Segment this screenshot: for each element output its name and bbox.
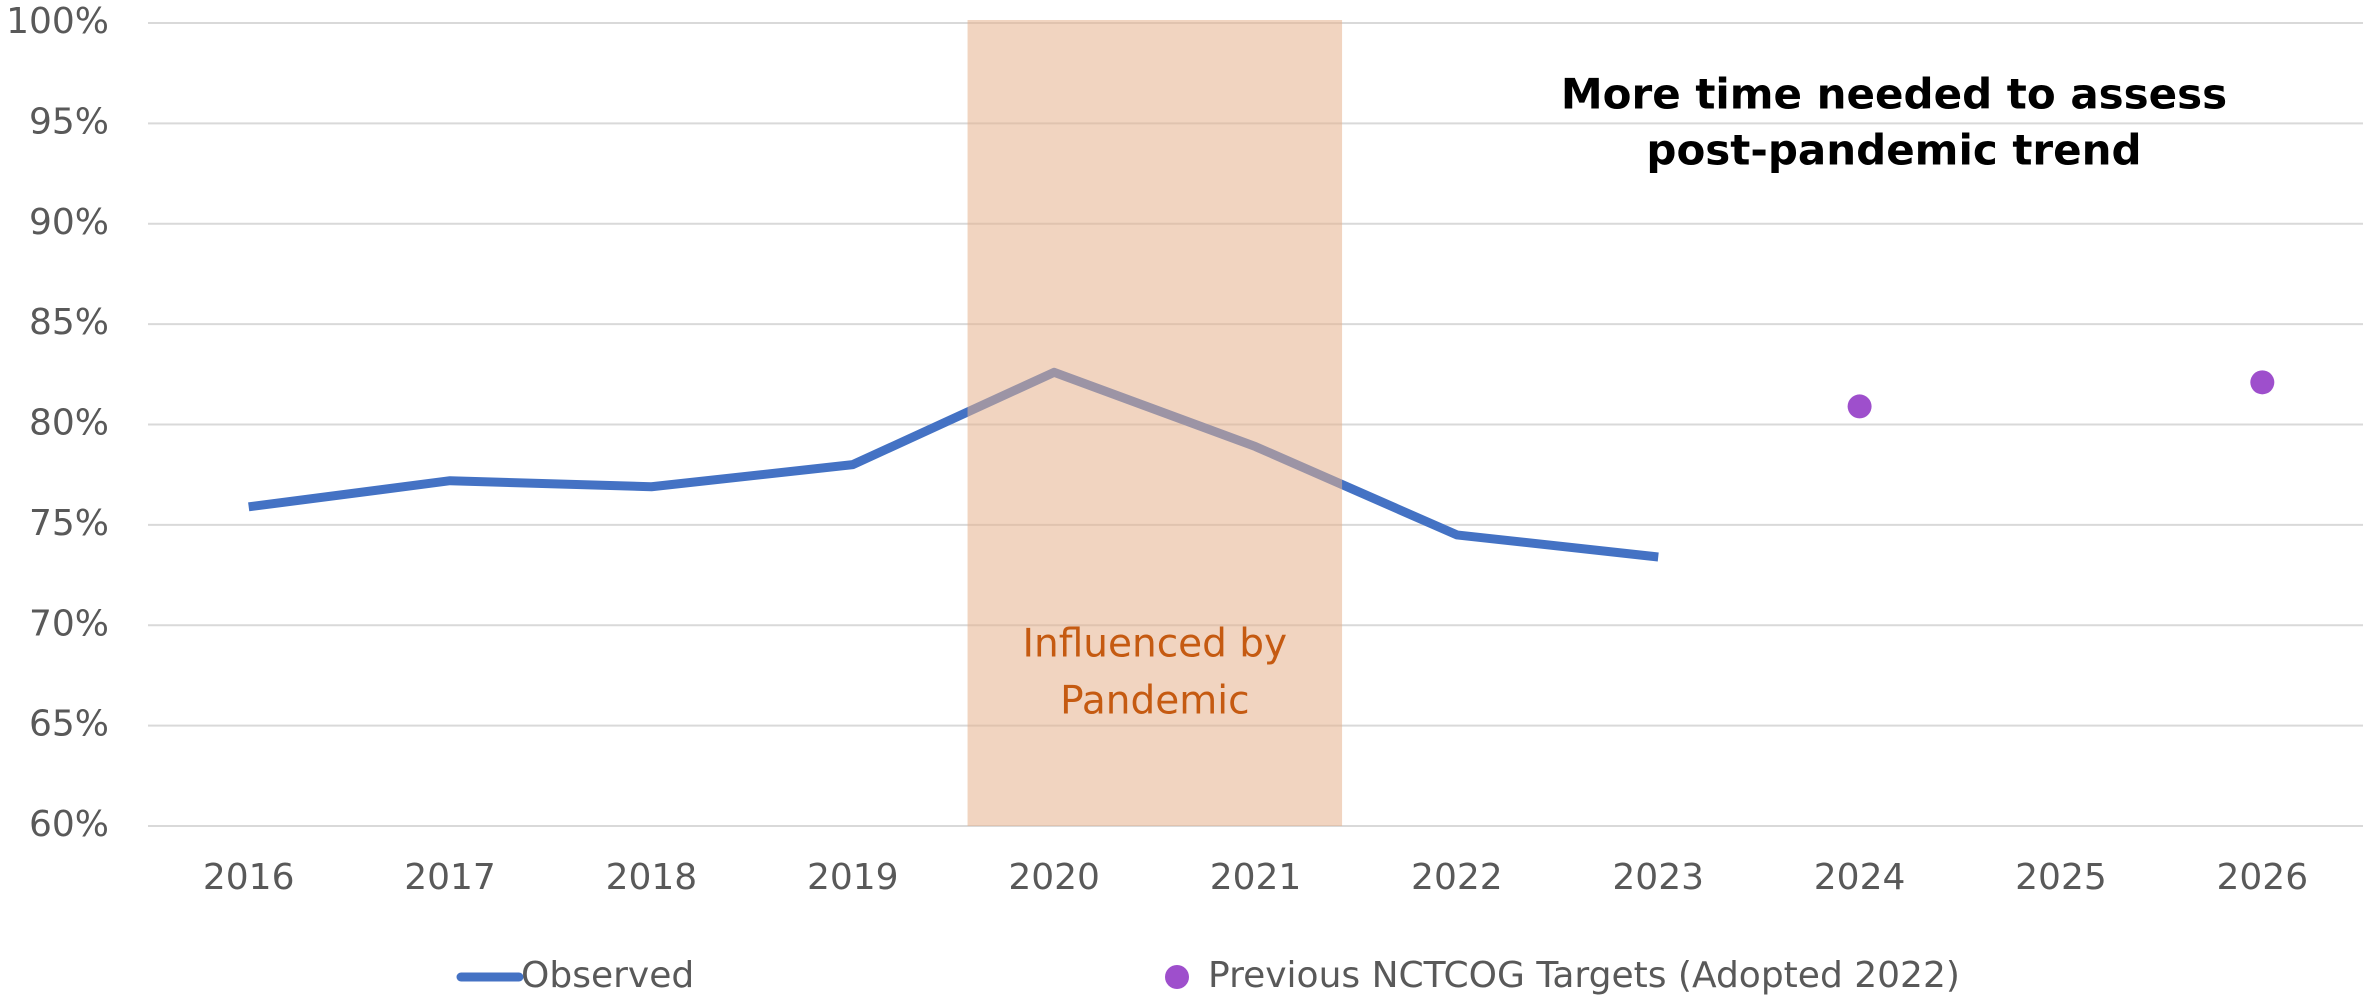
legend-label: Observed: [521, 955, 694, 996]
annotation: post-pandemic trend: [1646, 126, 2141, 175]
annotation: Influenced by: [1022, 622, 1287, 667]
x-tick-label: 2018: [606, 857, 698, 898]
y-tick-label: 85%: [29, 302, 109, 343]
x-tick-label: 2023: [1612, 857, 1704, 898]
y-tick-label: 80%: [29, 403, 109, 444]
y-tick-label: 70%: [29, 603, 109, 644]
data-point: [2250, 370, 2275, 395]
data-line: [248, 367, 1659, 562]
annotation: Pandemic: [1060, 679, 1249, 724]
y-tick-label: 90%: [29, 202, 109, 243]
data-point: [1847, 394, 1872, 419]
y-tick-label: 60%: [29, 804, 109, 845]
annotation: More time needed to assess: [1561, 70, 2227, 119]
x-tick-label: 2020: [1008, 857, 1100, 898]
x-tick-label: 2025: [2015, 857, 2107, 898]
x-tick-label: 2016: [203, 857, 295, 898]
x-tick-label: 2019: [807, 857, 899, 898]
x-tick-label: 2024: [1814, 857, 1906, 898]
x-tick-label: 2022: [1411, 857, 1503, 898]
legend-label: Previous NCTCOG Targets (Adopted 2022): [1208, 955, 1960, 996]
x-tick-label: 2017: [404, 857, 496, 898]
y-tick-label: 100%: [6, 1, 109, 42]
x-tick-label: 2021: [1210, 857, 1302, 898]
x-tick-label: 2026: [2217, 857, 2309, 898]
y-tick-label: 75%: [29, 503, 109, 544]
legend-swatch: [1165, 965, 1189, 989]
pandemic-shade: [967, 20, 1343, 826]
y-tick-label: 65%: [29, 704, 109, 745]
y-tick-label: 95%: [29, 101, 109, 142]
